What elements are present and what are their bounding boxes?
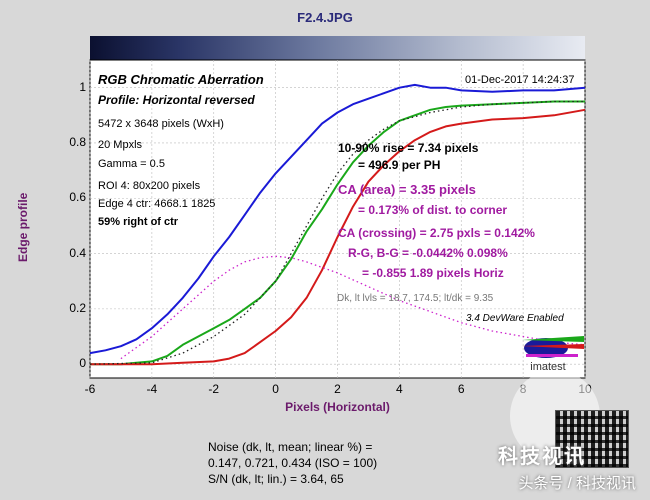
annotation-devware: 3.4 DevWare Enabled — [466, 313, 564, 324]
annotation-rg-bg: R-G, B-G = -0.0442% 0.098% — [348, 246, 508, 260]
noise-line-2: 0.147, 0.721, 0.434 (ISO = 100) — [208, 456, 378, 470]
annotation-ca-area: CA (area) = 3.35 pixels — [338, 182, 476, 197]
y-tick-label: 0.6 — [69, 190, 86, 205]
annotation-levels: Dk, lt lvls = 18.7, 174.5; lt/dk = 9.35 — [337, 293, 494, 304]
y-tick-label: 0.2 — [69, 300, 86, 315]
y-axis-label: Edge profile — [16, 192, 30, 262]
series-line-3 — [89, 100, 585, 365]
info-mpxls: 20 Mpxls — [98, 139, 143, 151]
series-line-1 — [90, 100, 585, 366]
y-tick-label: 0.4 — [69, 245, 86, 260]
info-gamma: Gamma = 0.5 — [98, 158, 165, 170]
noise-line-1: Noise (dk, lt, mean; linear %) = — [208, 440, 373, 454]
y-tick-label: 0.8 — [69, 134, 86, 149]
y-tick-label: 0 — [79, 356, 86, 371]
x-tick-label: -2 — [208, 382, 220, 396]
info-resolution: 5472 x 3648 pixels (WxH) — [98, 118, 224, 130]
annotation-rise: 10-90% rise = 7.34 pixels — [338, 141, 479, 155]
x-axis-label: Pixels (Horizontal) — [285, 400, 390, 414]
gradient-strip — [90, 36, 585, 60]
chart-title: RGB Chromatic Aberration — [98, 72, 264, 87]
x-tick-label: 0 — [272, 382, 279, 396]
chart-subtitle: Profile: Horizontal reversed — [98, 93, 255, 107]
x-tick-label: -4 — [146, 382, 158, 396]
annotation-ca-crossing: CA (crossing) = 2.75 pxls = 0.142% — [338, 226, 535, 240]
imatest-logo-icon: imatest — [522, 336, 584, 372]
logo-wordmark: imatest — [530, 361, 565, 372]
annotation-per-ph: = 496.9 per PH — [358, 158, 441, 172]
window-title: F2.4.JPG — [297, 10, 353, 25]
watermark-footer: 头条号 / 科技视讯 — [518, 475, 636, 492]
watermark-brand: 科技视讯 — [498, 446, 586, 468]
x-tick-label: -6 — [84, 382, 96, 396]
noise-line-3: S/N (dk, lt; lin.) = 3.64, 65 — [208, 472, 344, 486]
series-line-0 — [89, 83, 586, 355]
y-tick-label: 1 — [79, 79, 86, 94]
test-chart-thumbnail-icon — [555, 410, 629, 468]
series-line-2 — [90, 108, 586, 366]
grid-lines — [89, 60, 586, 378]
x-tick-label: 4 — [396, 382, 403, 396]
series-group — [89, 83, 586, 366]
x-tick-label: 6 — [457, 382, 465, 396]
info-position: 59% right of ctr — [98, 216, 179, 228]
info-edge-ctr: Edge 4 ctr: 4668.1 1825 — [98, 198, 216, 210]
x-tick-label: 2 — [334, 382, 341, 396]
info-roi: ROI 4: 80x200 pixels — [98, 180, 201, 192]
timestamp: 01-Dec-2017 14:24:37 — [465, 74, 575, 86]
annotation-rg-bg-px: = -0.855 1.89 pixels Horiz — [362, 266, 504, 280]
annotation-ca-area-pct: = 0.173% of dist. to corner — [358, 203, 508, 217]
series-line-4 — [120, 255, 586, 360]
